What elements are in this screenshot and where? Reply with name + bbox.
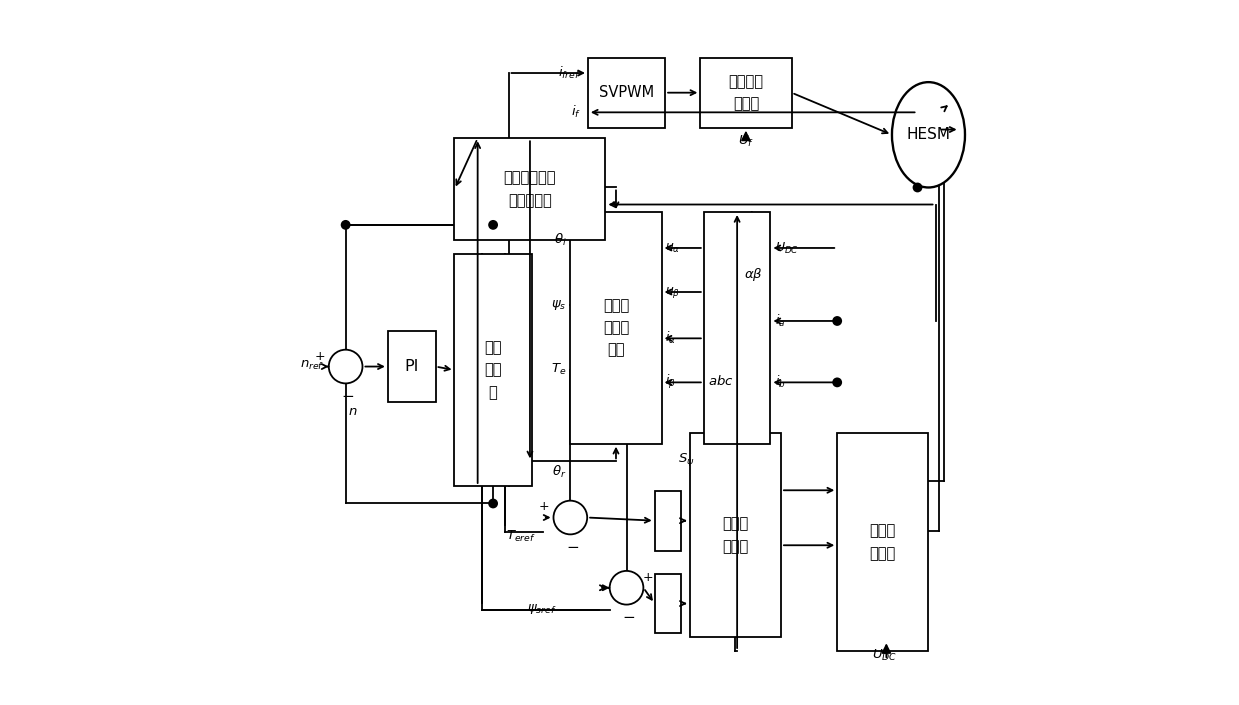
Bar bbox=[690, 434, 781, 637]
Text: $\alpha\beta$: $\alpha\beta$ bbox=[743, 266, 762, 283]
Text: $i_{\beta}$: $i_{\beta}$ bbox=[665, 374, 676, 391]
Text: $i_f$: $i_f$ bbox=[571, 104, 581, 121]
Text: PI: PI bbox=[404, 359, 419, 374]
Text: $U_f$: $U_f$ bbox=[738, 134, 755, 149]
Text: 励磁功率
变换器: 励磁功率 变换器 bbox=[729, 74, 763, 111]
Text: $i_a$: $i_a$ bbox=[774, 313, 786, 329]
Text: +: + bbox=[642, 571, 653, 584]
Bar bbox=[455, 255, 532, 486]
Text: $U_{DC}$: $U_{DC}$ bbox=[871, 649, 897, 663]
Circle shape bbox=[833, 316, 843, 326]
Text: 主功率
变换器: 主功率 变换器 bbox=[870, 524, 896, 560]
Text: $i_{fref}$: $i_{fref}$ bbox=[558, 65, 581, 81]
Circle shape bbox=[554, 501, 587, 534]
Text: $T_{eref}$: $T_{eref}$ bbox=[507, 529, 536, 544]
Bar bbox=[587, 58, 665, 128]
Text: −: − bbox=[622, 610, 636, 625]
Bar bbox=[654, 491, 681, 551]
Text: $n_{ref}$: $n_{ref}$ bbox=[300, 359, 325, 372]
Bar bbox=[570, 212, 662, 443]
Text: 转速和转子初
始位置估计: 转速和转子初 始位置估计 bbox=[504, 171, 556, 208]
Circle shape bbox=[913, 183, 923, 192]
Bar bbox=[654, 574, 681, 633]
Text: −: − bbox=[342, 388, 354, 403]
Text: $S_{\psi}$: $S_{\psi}$ bbox=[678, 450, 695, 467]
Text: $\theta_i$: $\theta_i$ bbox=[554, 232, 566, 248]
Text: $\psi_s$: $\psi_s$ bbox=[551, 298, 566, 312]
Bar bbox=[388, 331, 436, 402]
Text: 开关状
态选择: 开关状 态选择 bbox=[722, 517, 748, 553]
Bar bbox=[838, 434, 928, 651]
Text: $\psi_{sref}$: $\psi_{sref}$ bbox=[528, 602, 558, 615]
Text: $\theta_r$: $\theta_r$ bbox=[553, 464, 566, 480]
Text: +: + bbox=[539, 501, 549, 513]
Text: SVPWM: SVPWM bbox=[598, 85, 654, 100]
Text: $n$: $n$ bbox=[348, 405, 357, 418]
Text: $i_{\alpha}$: $i_{\alpha}$ bbox=[665, 331, 676, 346]
Bar bbox=[704, 212, 771, 443]
Circle shape bbox=[328, 350, 363, 384]
Circle shape bbox=[341, 220, 351, 230]
Text: 电流
分配
器: 电流 分配 器 bbox=[484, 341, 502, 400]
Text: 转矩和
磁链估
计器: 转矩和 磁链估 计器 bbox=[603, 298, 629, 357]
Text: $i_b$: $i_b$ bbox=[774, 374, 786, 391]
Text: +: + bbox=[315, 350, 326, 362]
Bar bbox=[700, 58, 792, 128]
Ellipse shape bbox=[892, 82, 965, 188]
Circle shape bbox=[488, 498, 498, 508]
Text: $abc$: $abc$ bbox=[709, 374, 733, 388]
Text: $u_{\beta}$: $u_{\beta}$ bbox=[665, 285, 680, 300]
Circle shape bbox=[833, 377, 843, 387]
Text: $U_{DC}$: $U_{DC}$ bbox=[774, 240, 799, 255]
Circle shape bbox=[488, 220, 498, 230]
Text: $u_{\alpha}$: $u_{\alpha}$ bbox=[665, 241, 680, 255]
Text: $T_e$: $T_e$ bbox=[551, 362, 566, 377]
Text: −: − bbox=[566, 539, 579, 555]
Circle shape bbox=[610, 571, 643, 605]
Bar bbox=[455, 138, 606, 240]
Text: HESM: HESM bbox=[907, 128, 950, 142]
